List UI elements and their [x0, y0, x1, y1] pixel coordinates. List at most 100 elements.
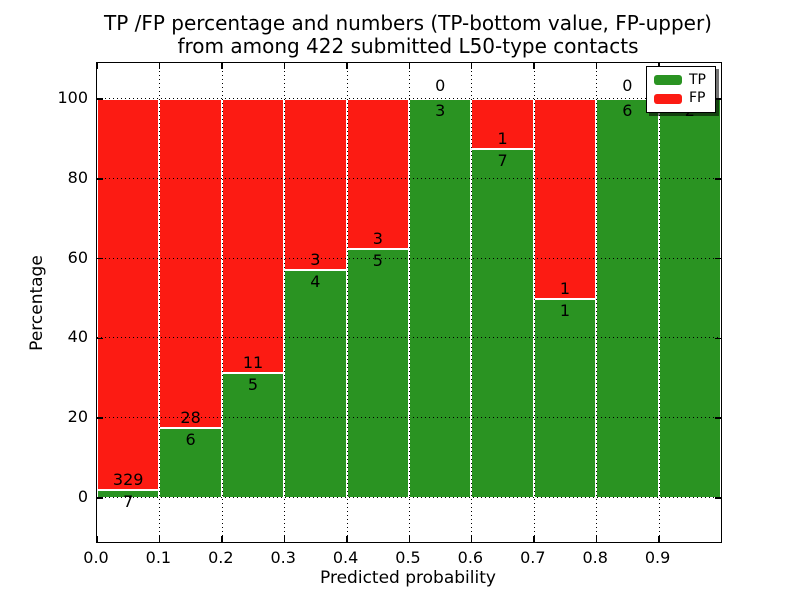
x-tick-mark — [595, 63, 598, 69]
y-tick-mark — [97, 178, 103, 180]
gridline-vertical — [409, 63, 410, 542]
x-tick-label: 0.6 — [457, 548, 484, 567]
x-tick-mark — [720, 536, 722, 542]
y-tick-mark — [97, 257, 103, 260]
y-tick-mark — [715, 417, 721, 419]
y-tick-mark — [715, 257, 721, 260]
tp-count-label: 7 — [123, 491, 134, 511]
y-tick-label: 80 — [67, 167, 88, 187]
tp-count-label: 6 — [622, 101, 633, 120]
x-tick-label: 0.1 — [145, 548, 172, 567]
tp-count-label: 4 — [310, 272, 321, 291]
x-tick-mark — [96, 536, 98, 542]
y-tick-label: 20 — [67, 407, 88, 427]
gridline-horizontal — [97, 417, 721, 419]
y-tick-label: 0 — [77, 487, 88, 506]
legend-label-tp: TP — [689, 71, 706, 88]
gridline-vertical — [221, 63, 223, 542]
fp-count-label: 3 — [372, 228, 383, 248]
x-tick-label: 0.7 — [520, 548, 546, 567]
gridline-horizontal — [97, 98, 721, 99]
legend-label-fp: FP — [689, 90, 706, 107]
fp-count-label: 1 — [559, 278, 571, 298]
x-tick-label: 0.3 — [270, 548, 296, 567]
x-tick-mark — [96, 63, 98, 69]
x-tick-mark — [470, 536, 473, 542]
tp-swatch-icon — [654, 75, 682, 86]
y-tick-mark — [97, 497, 103, 499]
x-tick-mark — [283, 536, 286, 542]
chart-title-line2: from among 422 submitted L50-type contac… — [177, 34, 639, 58]
y-tick-mark — [715, 497, 721, 499]
fp-count-label: 3 — [310, 250, 321, 269]
tp-count-label: 5 — [247, 375, 259, 395]
gridline-horizontal — [97, 177, 721, 179]
gridline-vertical — [159, 63, 161, 542]
x-tick-mark — [221, 63, 223, 69]
bar-segment-tp — [284, 270, 347, 498]
x-tick-mark — [158, 536, 161, 542]
legend-entry-fp: FP — [647, 91, 715, 106]
plot-area: 329728611534350317110602 — [96, 62, 722, 543]
y-tick-mark — [715, 337, 721, 340]
x-tick-label: 0.2 — [208, 548, 234, 567]
y-tick-mark — [715, 178, 721, 180]
bar-segment-tp — [533, 298, 597, 498]
fp-count-label: 329 — [112, 469, 144, 489]
x-tick-mark — [408, 63, 410, 69]
x-tick-mark — [533, 63, 535, 69]
legend-entry-tp: TP — [647, 71, 715, 88]
chart-title-line1: TP /FP percentage and numbers (TP-bottom… — [104, 11, 712, 35]
chart-title: TP /FP percentage and numbers (TP-bottom… — [0, 12, 800, 58]
bar-segment-tp — [471, 148, 534, 498]
bar-segment-tp — [658, 99, 721, 498]
fp-count-label: 0 — [622, 76, 633, 95]
x-tick-label: 0.8 — [582, 548, 608, 567]
gridline-vertical — [284, 63, 286, 542]
x-tick-mark — [158, 63, 161, 69]
gridline-vertical — [346, 63, 348, 542]
x-tick-mark — [283, 63, 286, 69]
bar-segment-fp — [346, 99, 409, 249]
y-axis-label: Percentage — [27, 255, 47, 351]
fp-swatch-icon — [654, 93, 682, 104]
y-tick-label: 60 — [67, 247, 88, 267]
y-tick-label: 40 — [67, 327, 88, 347]
bar-segment-tp — [596, 99, 659, 498]
legend: TP FP — [646, 66, 716, 113]
x-tick-label: 0.0 — [83, 548, 109, 567]
y-tick-mark — [715, 98, 721, 100]
gridline-horizontal — [97, 257, 721, 259]
y-tick-label: 100 — [57, 88, 88, 107]
bar-segment-fp — [159, 99, 222, 428]
x-axis-label: Predicted probability — [320, 568, 496, 588]
y-tick-mark — [97, 417, 103, 419]
tp-count-label: 7 — [497, 150, 508, 170]
x-tick-mark — [720, 63, 722, 69]
gridline-vertical — [533, 63, 535, 542]
gridline-vertical — [596, 63, 598, 542]
tp-count-label: 1 — [559, 300, 571, 320]
x-tick-mark — [658, 536, 660, 542]
bar-segment-fp — [471, 99, 534, 149]
y-tick-mark — [97, 337, 103, 340]
fp-count-label: 1 — [497, 128, 508, 148]
x-tick-mark — [221, 536, 223, 542]
x-tick-label: 0.9 — [644, 548, 671, 567]
bar-segment-fp — [221, 99, 285, 374]
bar-segment-fp — [284, 99, 347, 270]
bar-segment-fp — [533, 99, 597, 299]
x-tick-mark — [346, 63, 348, 69]
x-tick-label: 0.5 — [395, 548, 421, 567]
tp-count-label: 5 — [372, 250, 383, 270]
y-tick-mark — [97, 98, 103, 100]
x-tick-mark — [470, 63, 473, 69]
gridline-horizontal — [97, 497, 721, 498]
gridline-vertical — [658, 63, 660, 542]
bar-segment-tp — [346, 248, 409, 498]
fp-count-label: 0 — [435, 76, 446, 95]
bar-segment-tp — [409, 99, 472, 498]
fp-count-label: 28 — [180, 407, 201, 427]
tp-count-label: 6 — [185, 429, 196, 449]
